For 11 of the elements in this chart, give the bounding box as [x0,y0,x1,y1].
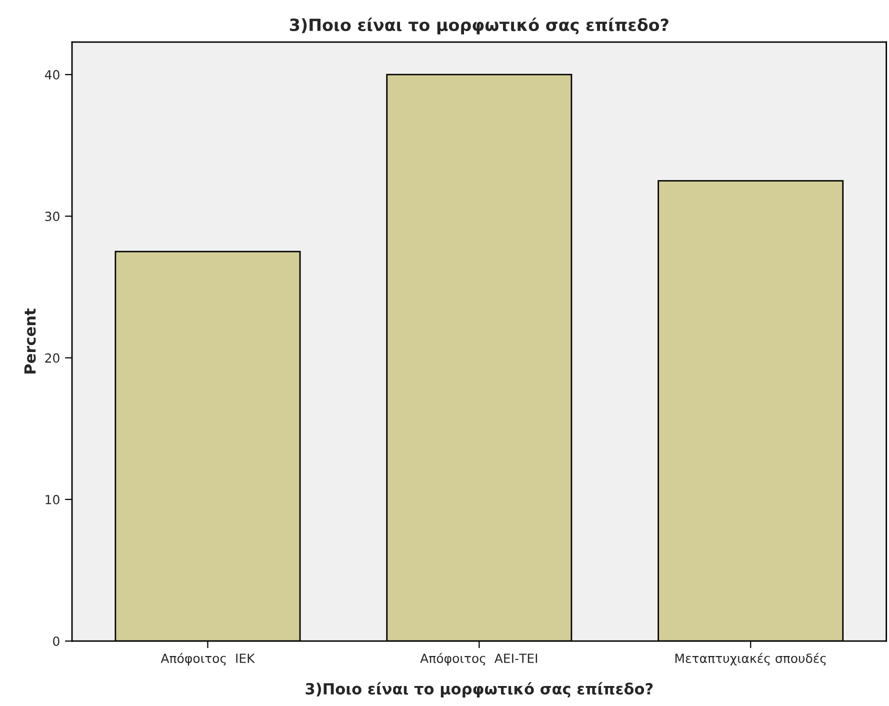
x-tick-label: Απόφοιτος ΑΕΙ-ΤΕΙ [420,652,538,666]
x-tick-label: Απόφοιτος ΙΕΚ [160,652,256,666]
y-tick-label: 0 [53,636,60,646]
y-tick-label: 20 [45,353,60,363]
x-tick-label: Μεταπτυχιακές σπουδές [675,652,826,666]
y-axis-title: Percent [24,308,36,374]
chart-title: 3)Ποιο είναι το μορφωτικό σας επίπεδο? [290,18,668,34]
y-tick-label: 30 [45,212,60,222]
y-tick-label: 40 [44,70,60,80]
x-axis-title: 3)Ποιο είναι το μορφωτικό σας επίπεδο? [306,682,653,698]
y-tick-label: 10 [46,494,60,504]
